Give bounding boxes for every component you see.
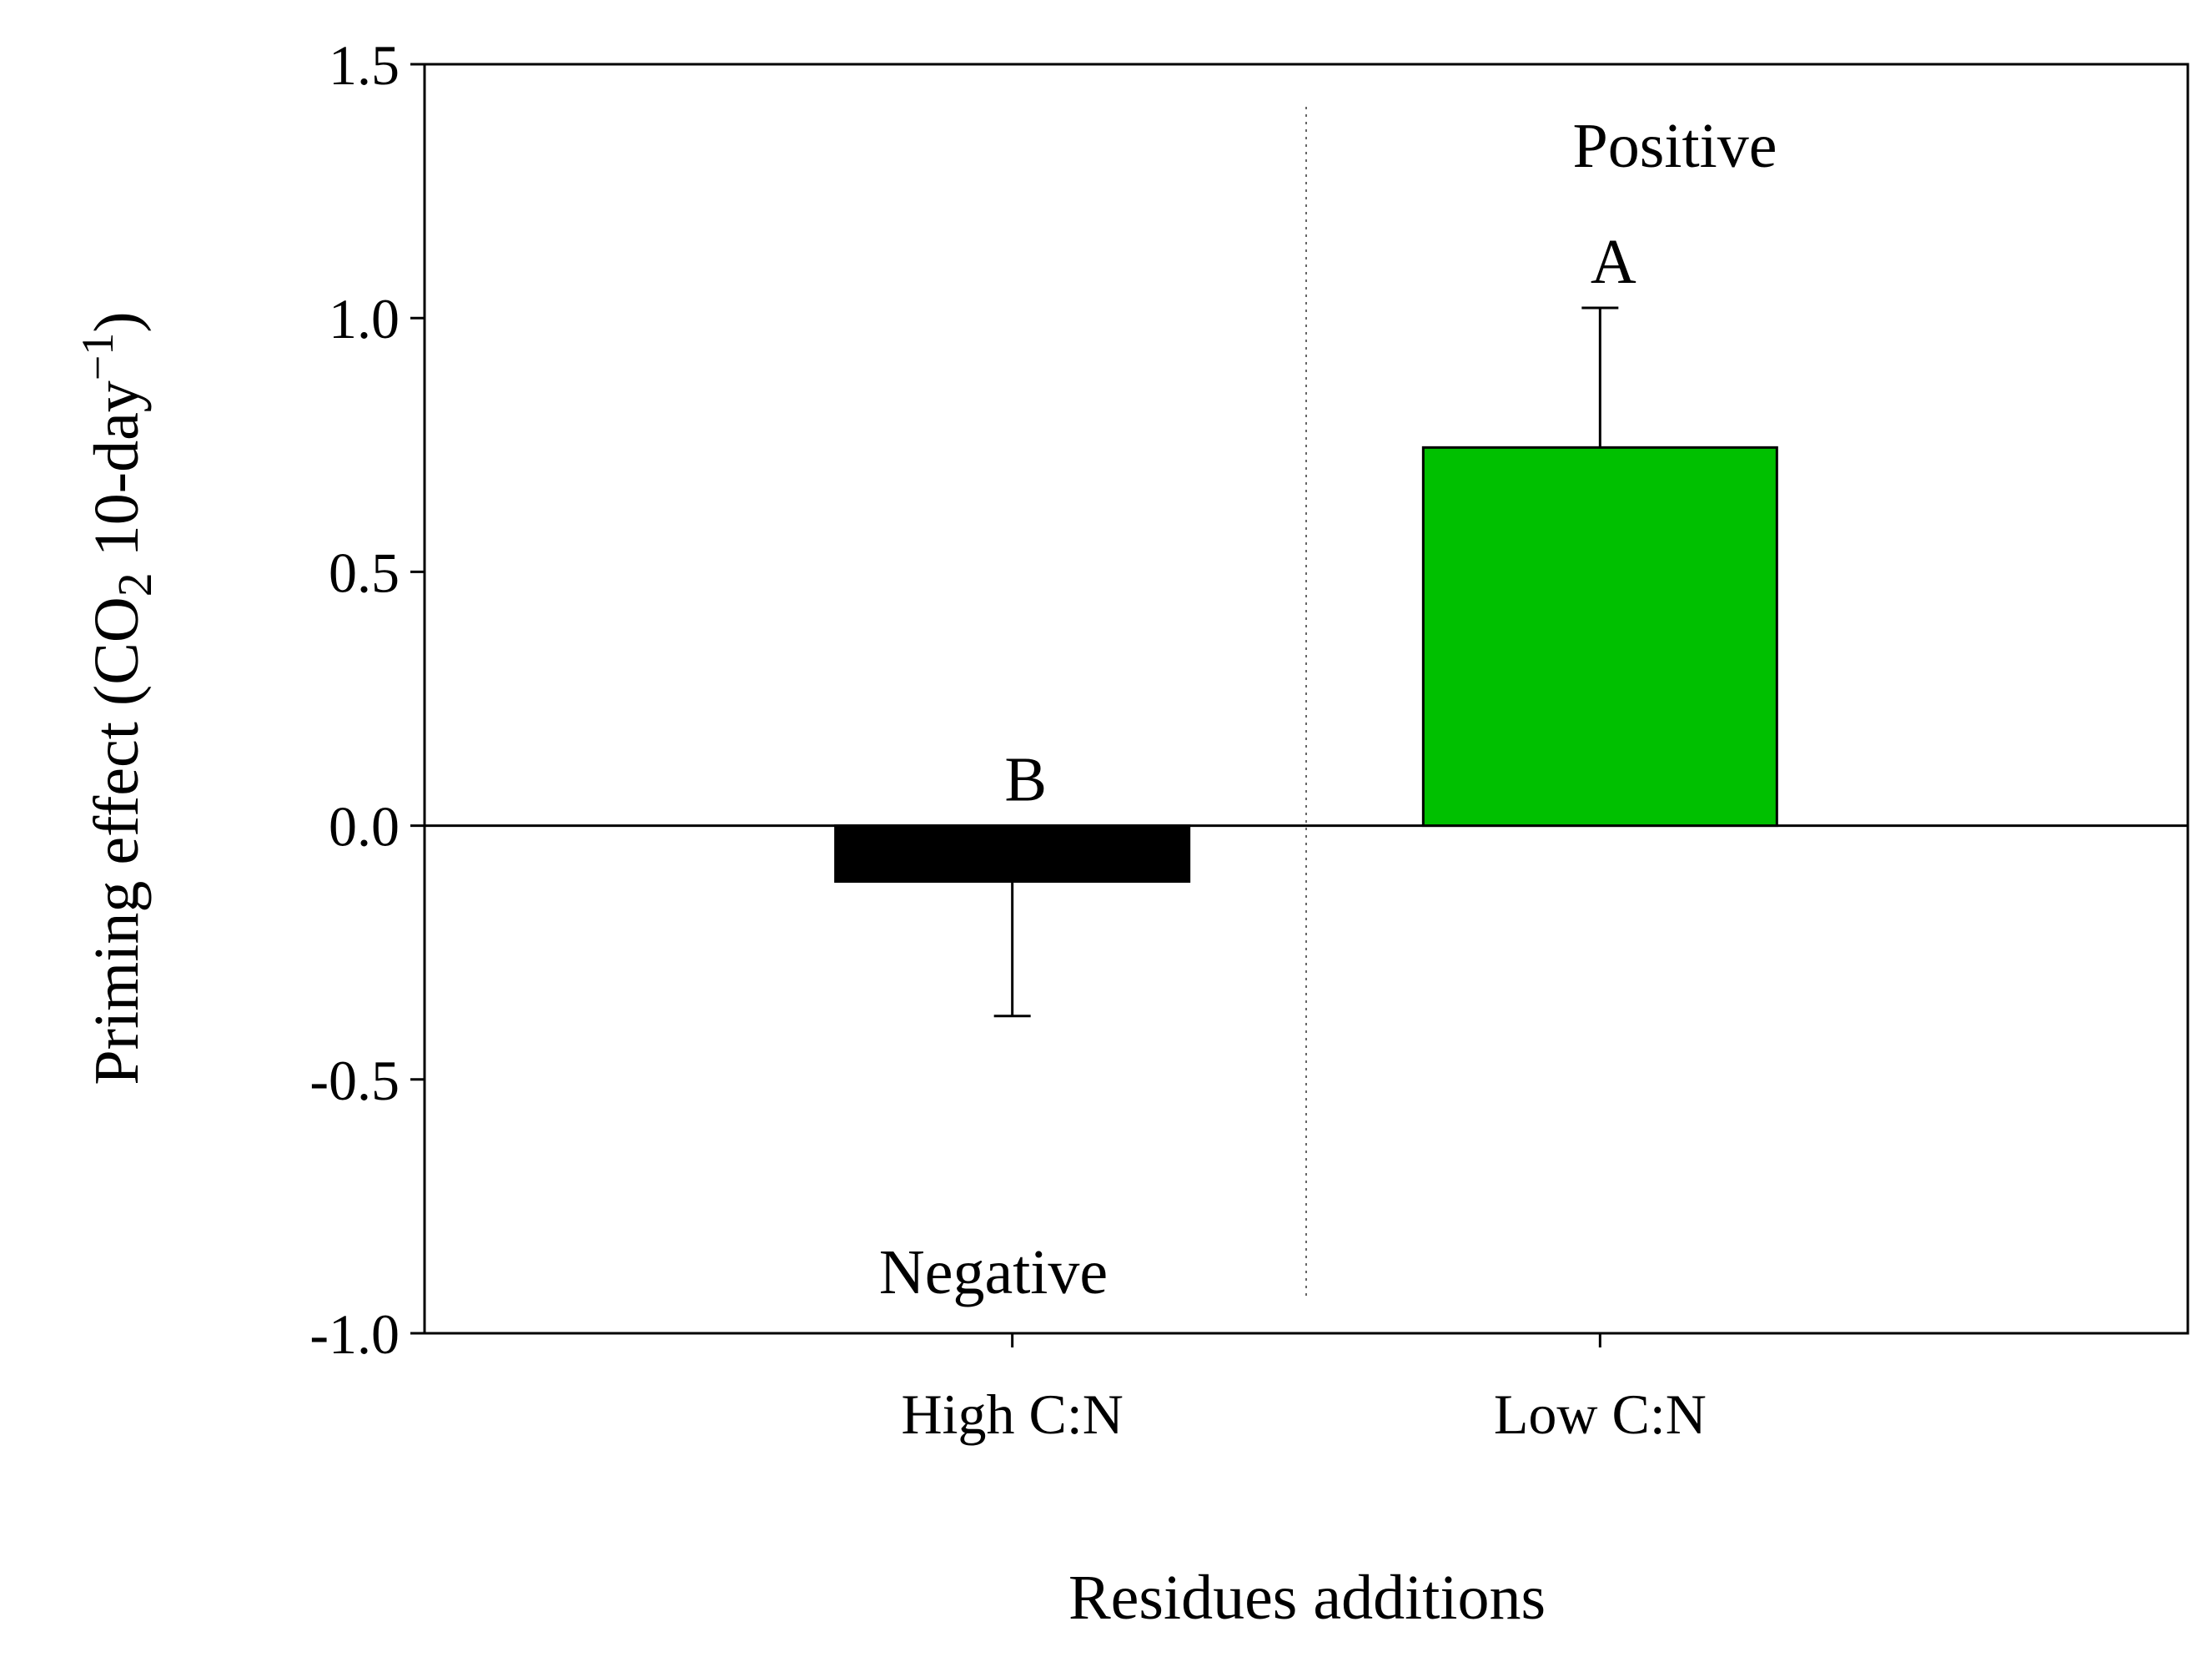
- annotation: Negative: [879, 1237, 1108, 1307]
- y-title-part: ): [82, 311, 152, 332]
- y-tick-label: -1.0: [309, 1302, 400, 1366]
- y-tick-label: 1.0: [329, 287, 400, 350]
- bar: [834, 824, 1191, 884]
- y-axis-title: Priming effect (CO2 10-day−1): [73, 311, 162, 1085]
- y-tick-label: 0.5: [329, 541, 400, 604]
- x-tick-label: Low C:N: [1494, 1382, 1707, 1446]
- significance-letter: B: [1004, 745, 1047, 815]
- y-title-sub: 2: [108, 572, 162, 597]
- y-title-part: Priming effect (CO: [82, 597, 152, 1085]
- significance-letter: A: [1591, 227, 1636, 297]
- x-tick-label: High C:N: [901, 1382, 1123, 1446]
- annotation: Positive: [1573, 111, 1777, 181]
- y-tick-label: -0.5: [309, 1049, 400, 1112]
- bar: [1421, 446, 1778, 828]
- y-tick-label: 1.5: [329, 33, 400, 97]
- y-title-part: 10-day: [82, 380, 152, 572]
- y-title-sup: −1: [73, 333, 123, 380]
- y-tick-label: 0.0: [329, 795, 400, 859]
- plot-frame: [423, 63, 2189, 1335]
- x-axis-title: Residues additions: [1068, 1563, 1546, 1633]
